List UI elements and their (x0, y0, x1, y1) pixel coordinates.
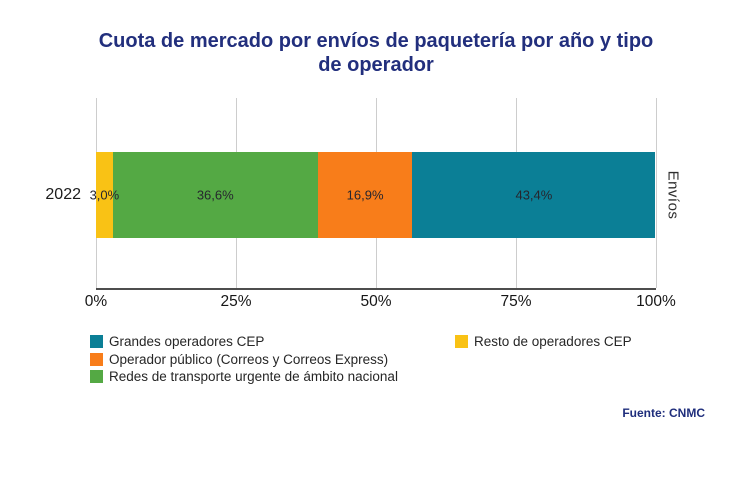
legend-swatch (90, 370, 103, 384)
bar-segment-grandes-operadores-cep (412, 152, 656, 238)
legend-item: Resto de operadores CEP (455, 333, 632, 351)
legend-item-label: Resto de operadores CEP (474, 334, 632, 350)
y-axis-category-label: 2022 (45, 186, 81, 203)
x-tick-50%: 50% (360, 293, 392, 310)
x-axis-tick-labels: 0% 25% 50% 75% 100% (85, 293, 676, 315)
legend-swatch (90, 335, 103, 349)
legend-item: Operador público (Correos y Correos Expr… (90, 351, 398, 369)
legend-swatch (455, 335, 468, 349)
legend-item-label: Grandes operadores CEP (109, 334, 265, 350)
legend: Grandes operadores CEP Operador público (… (90, 333, 690, 385)
x-tick-100%: 100% (636, 293, 676, 310)
x-tick-75%: 75% (500, 293, 532, 310)
legend-column-2: Resto de operadores CEP (455, 333, 632, 351)
legend-item: Redes de transporte urgente de ámbito na… (90, 368, 398, 386)
bar-value-labels: 3,0% 36,6% 16,9% 43,4% (90, 152, 656, 238)
chart-title-line2: de operador (318, 54, 434, 76)
bar-segment-resto-de-operadores-cep (96, 152, 113, 238)
bar-value-label: 3,0% (89, 187, 120, 203)
bar-segment-redes-de-transporte-urgente-de-mbito-nacional (112, 152, 318, 238)
legend-item-label: Redes de transporte urgente de ámbito na… (109, 369, 398, 385)
bar-value-label: 36,6% (196, 187, 234, 203)
source-attribution: Fuente: CNMC (622, 406, 705, 420)
legend-column-1: Grandes operadores CEP Operador público (… (90, 333, 398, 386)
chart-title: Cuota de mercado por envíos de paqueterí… (0, 29, 752, 77)
legend-item-label: Operador público (Correos y Correos Expr… (109, 351, 389, 367)
stacked-bar-2022 (96, 152, 656, 238)
x-tick-0%: 0% (84, 293, 108, 310)
legend-item: Grandes operadores CEP (90, 333, 398, 351)
bar-value-label: 16,9% (346, 187, 384, 203)
gridline-100% (655, 98, 657, 288)
chart-title-line1: Cuota de mercado por envíos de paqueterí… (98, 30, 654, 52)
plot-area: 3,0% 36,6% 16,9% 43,4% (90, 98, 657, 290)
legend-swatch (90, 352, 103, 366)
bar-value-label: 43,4% (515, 187, 553, 203)
facet-label-envios: Envíos (664, 170, 682, 220)
x-tick-25%: 25% (220, 293, 252, 310)
bar-segment-operador-p-blico-correos-y-correos-express- (317, 152, 413, 238)
